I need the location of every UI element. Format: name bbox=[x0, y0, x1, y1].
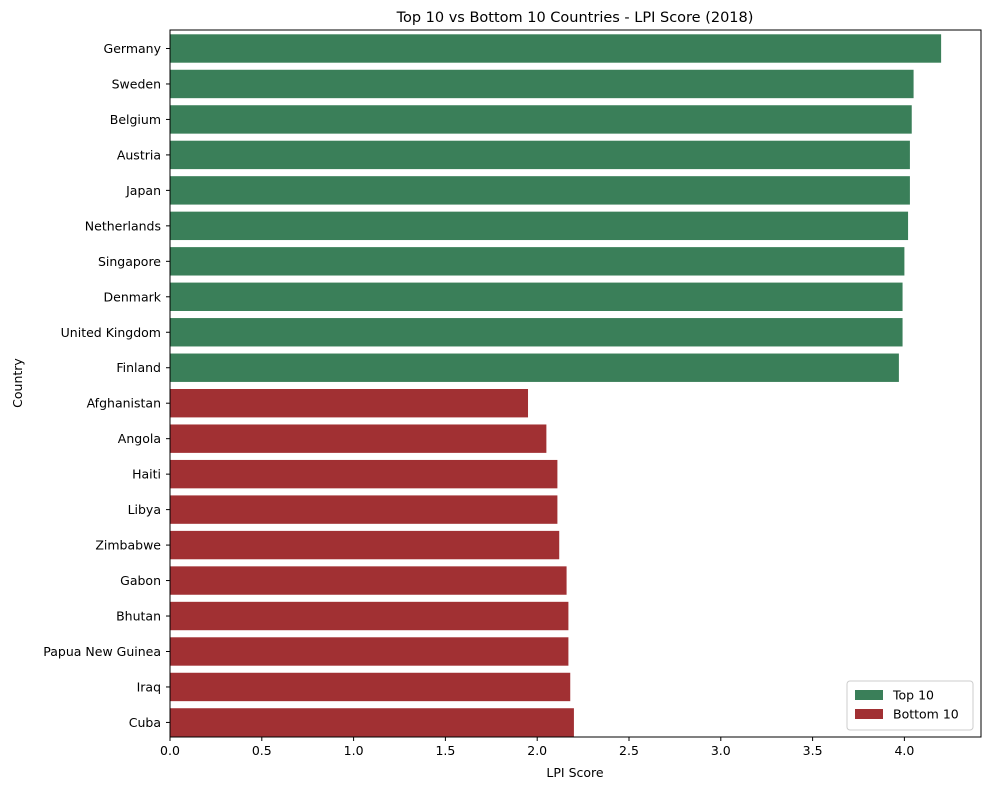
bar-finland bbox=[170, 353, 899, 382]
x-tick-label: 3.5 bbox=[803, 743, 823, 758]
y-tick-label: Cuba bbox=[129, 715, 161, 730]
x-tick-label: 1.5 bbox=[435, 743, 455, 758]
x-tick-label: 4.0 bbox=[894, 743, 914, 758]
y-axis: Germany Sweden Belgium Austria Japan Netherla… bbox=[43, 41, 170, 730]
y-tick-label: Austria bbox=[117, 147, 161, 162]
y-tick-label: Finland bbox=[116, 360, 161, 375]
legend-label: Top 10 bbox=[892, 688, 934, 703]
y-tick-label: Haiti bbox=[132, 467, 161, 482]
y-tick-label: Afghanistan bbox=[87, 396, 161, 411]
y-tick-label: Singapore bbox=[98, 254, 161, 269]
y-tick-label: Papua New Guinea bbox=[43, 644, 161, 659]
bar-afghanistan bbox=[170, 389, 529, 418]
bar-papua-new-guinea bbox=[170, 637, 569, 666]
bar-germany bbox=[170, 34, 942, 63]
bar-austria bbox=[170, 140, 910, 170]
y-tick-label: Japan bbox=[125, 183, 161, 198]
bar-haiti bbox=[170, 459, 558, 489]
bar-iraq bbox=[170, 672, 571, 702]
bar-netherlands bbox=[170, 211, 909, 241]
bar-sweden bbox=[170, 69, 914, 99]
chart-title: Top 10 vs Bottom 10 Countries - LPI Scor… bbox=[396, 10, 754, 26]
legend-swatch bbox=[855, 690, 883, 700]
y-axis-label: Country bbox=[10, 358, 25, 408]
bar-denmark bbox=[170, 282, 903, 311]
bar-belgium bbox=[170, 105, 912, 134]
y-tick-label: Iraq bbox=[137, 679, 161, 694]
bar-libya bbox=[170, 495, 558, 524]
bar-gabon bbox=[170, 566, 567, 595]
y-tick-label: United Kingdom bbox=[61, 325, 161, 340]
x-tick-label: 3.0 bbox=[711, 743, 731, 758]
y-tick-label: Bhutan bbox=[116, 609, 161, 624]
x-axis: 0.0 0.5 1.0 1.5 2.0 2.5 3.0 3.5 4.0 bbox=[160, 737, 914, 758]
bar-angola bbox=[170, 424, 547, 453]
x-axis-label: LPI Score bbox=[546, 765, 603, 780]
bar-cuba bbox=[170, 708, 574, 737]
legend-label: Bottom 10 bbox=[893, 707, 959, 722]
y-tick-label: Germany bbox=[104, 41, 162, 56]
bar-singapore bbox=[170, 247, 905, 276]
y-tick-label: Libya bbox=[128, 502, 161, 517]
bars-layer bbox=[170, 34, 942, 737]
y-tick-label: Sweden bbox=[112, 76, 161, 91]
y-tick-label: Gabon bbox=[120, 573, 161, 588]
bar-united-kingdom bbox=[170, 318, 903, 347]
bar-japan bbox=[170, 176, 910, 205]
y-tick-label: Belgium bbox=[110, 112, 161, 127]
x-tick-label: 1.0 bbox=[344, 743, 364, 758]
x-tick-label: 0.5 bbox=[252, 743, 272, 758]
y-tick-label: Netherlands bbox=[85, 218, 161, 233]
x-tick-label: 0.0 bbox=[160, 743, 180, 758]
y-tick-label: Angola bbox=[118, 431, 161, 446]
axes-layer bbox=[169, 29, 982, 738]
y-tick-label: Denmark bbox=[104, 289, 162, 304]
x-tick-label: 2.0 bbox=[527, 743, 547, 758]
bar-bhutan bbox=[170, 601, 569, 631]
y-tick-label: Zimbabwe bbox=[95, 538, 161, 553]
bar-zimbabwe bbox=[170, 530, 560, 560]
legend: Top 10 Bottom 10 bbox=[846, 680, 974, 731]
x-tick-label: 2.5 bbox=[619, 743, 639, 758]
legend-swatch bbox=[855, 709, 883, 719]
plot-frame bbox=[169, 29, 982, 738]
